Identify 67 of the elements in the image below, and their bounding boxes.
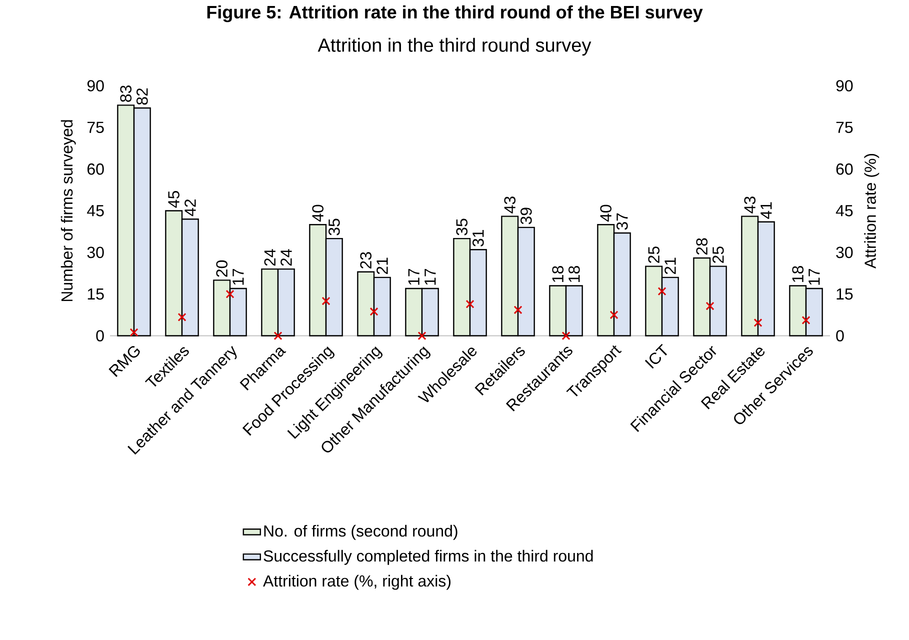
- data-label: 43: [504, 196, 516, 214]
- legend-label: Successfully completed firms in the third round: [264, 550, 593, 565]
- point: [562, 332, 570, 340]
- data-label: 82: [136, 88, 148, 105]
- point: [802, 316, 810, 325]
- point: [274, 332, 282, 340]
- chart-subtitle: Attrition in the third round survey: [318, 38, 592, 56]
- point: [226, 290, 234, 298]
- point: [130, 328, 138, 337]
- point: [706, 302, 714, 310]
- y2-axis-title: Attrition rate (%): [864, 154, 880, 269]
- data-label: 24: [264, 249, 276, 266]
- data-label: 24: [280, 249, 292, 266]
- data-label: 25: [712, 246, 724, 264]
- y2-tick-label: 30: [836, 246, 853, 258]
- point: [754, 318, 762, 328]
- data-label: 17: [408, 269, 420, 285]
- data-label: 17: [424, 269, 436, 285]
- data-label: 40: [312, 204, 324, 222]
- data-label: 18: [552, 266, 564, 282]
- data-label: 18: [792, 266, 804, 282]
- point: [370, 307, 378, 316]
- y-tick-label: 75: [88, 122, 104, 134]
- y-tick-label: 45: [87, 205, 104, 216]
- data-label: 17: [808, 269, 820, 285]
- data-label: 21: [376, 258, 388, 274]
- legend-label: Attrition rate (%, right axis): [263, 575, 450, 590]
- y2-tick-label: 90: [836, 80, 853, 92]
- data-label: 18: [568, 266, 580, 282]
- y2-tick-label: 60: [836, 164, 853, 175]
- data-label: 45: [168, 191, 180, 208]
- point: [418, 332, 426, 340]
- y-tick-label: 60: [87, 164, 104, 175]
- data-label: 40: [600, 204, 612, 222]
- point: [610, 310, 618, 320]
- data-label: 31: [472, 230, 484, 247]
- data-label: 43: [744, 196, 756, 214]
- legend-label: No. of firms (second round): [264, 525, 458, 540]
- chart-title: Figure 5: Attrition rate in the third round of the BEI survey: [207, 5, 703, 22]
- data-label: 23: [360, 252, 372, 269]
- data-label: 35: [456, 218, 468, 236]
- data-label: 35: [328, 218, 340, 236]
- data-label: 21: [664, 258, 676, 274]
- data-label: 83: [120, 86, 132, 102]
- point: [178, 312, 186, 322]
- x-tick-label: ICT: [644, 344, 667, 369]
- data-label: 41: [760, 202, 772, 220]
- y2-tick-label: 0: [836, 330, 844, 342]
- y-tick-label: 30: [87, 246, 104, 258]
- data-label: 28: [696, 238, 708, 255]
- y2-tick-label: 75: [836, 122, 853, 134]
- data-label: 20: [216, 260, 228, 277]
- point: [322, 296, 330, 306]
- y-tick-label: 15: [88, 288, 104, 300]
- data-label: 42: [184, 200, 196, 216]
- point: [514, 306, 522, 314]
- point: [466, 300, 474, 308]
- y-axis-title: Number of firms surveyed: [60, 120, 76, 302]
- y2-tick-label: 15: [836, 288, 853, 300]
- y2-tick-label: 45: [836, 205, 853, 216]
- data-label: 25: [648, 246, 660, 264]
- data-label: 39: [520, 208, 532, 224]
- point: [658, 287, 666, 296]
- data-label: 17: [232, 269, 244, 285]
- y-tick-label: 90: [87, 80, 104, 92]
- data-label: 37: [616, 214, 628, 230]
- y-tick-label: 0: [96, 330, 104, 342]
